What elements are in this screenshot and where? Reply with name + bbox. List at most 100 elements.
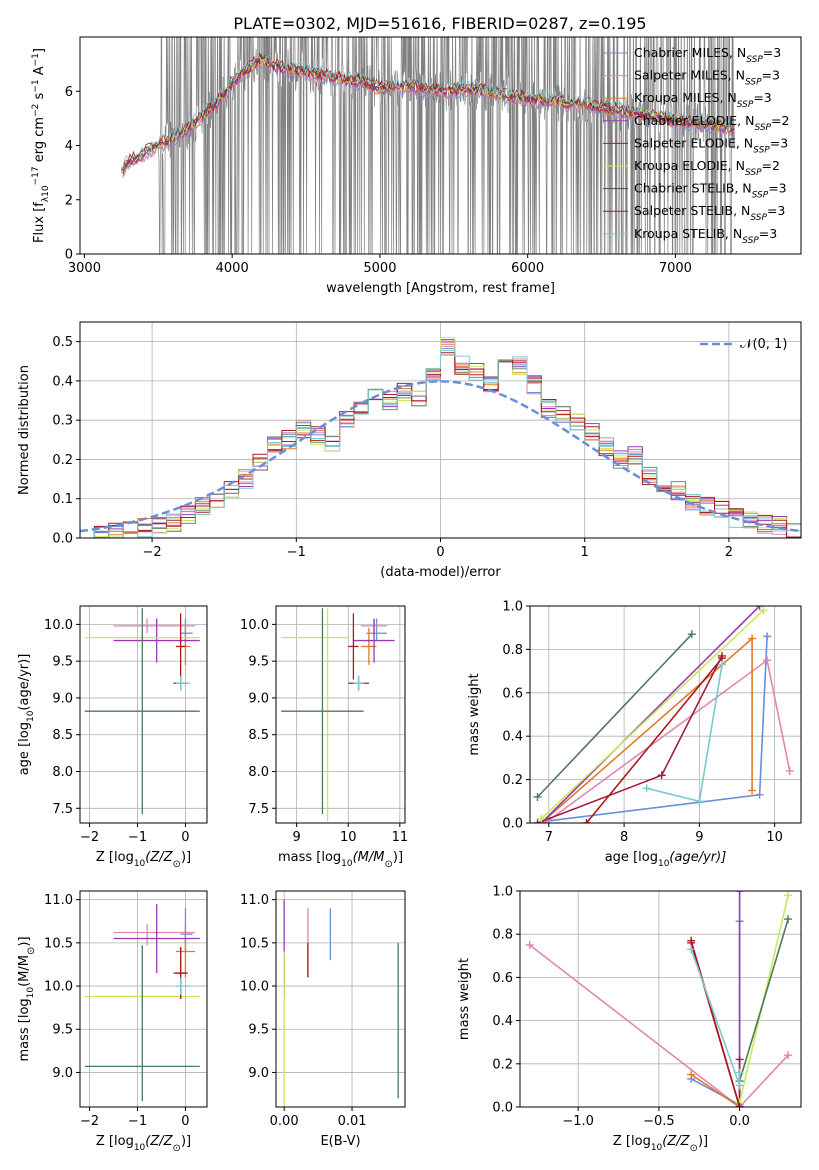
weight-marker [784, 891, 793, 900]
weight-marker [695, 797, 704, 806]
y-axis-label: mass weight [457, 958, 472, 1040]
y-tick-label: 9.5 [52, 1023, 73, 1038]
x-axis-label-part: ⊙ [385, 859, 393, 870]
y-tick-label: 0.4 [502, 730, 523, 745]
legend: 𝒩(0, 1) [700, 337, 787, 352]
y-tick-label: 8.5 [248, 728, 269, 743]
x-ticks: −1.0 −0.5 0.0 [562, 1107, 750, 1129]
x-tick-label: 7 [545, 830, 553, 845]
x-axis-label: (data-model)/error [380, 565, 501, 580]
x-tick-label: 0.01 [338, 1114, 367, 1129]
x-axis-label: age [log10(age/yr)] [605, 850, 727, 869]
y-tick-label: 10.5 [240, 936, 269, 951]
y-tick-label: 9.5 [52, 655, 73, 670]
x-axis-label-part: age [log [605, 850, 658, 865]
y-tick-label: 0.0 [52, 532, 73, 547]
x-axis-label-part: (Z/Z [145, 850, 173, 865]
weight-marker [784, 915, 793, 924]
x-ticks: 7 8 9 10 [545, 823, 783, 845]
legend-label-sub: SSP [745, 78, 762, 88]
legend-label-sub: SSP [746, 55, 763, 65]
y-tick-label: 10.0 [240, 618, 269, 633]
legend-label: Salpeter STELIB, NSSP=3 [634, 203, 785, 223]
errorbar-point [84, 945, 200, 1101]
panel-age_vs_Z: −2 −1 07.58.08.59.09.510.0Z [log10(Z/Z⊙)]a… [17, 605, 208, 870]
y-tick-label: 0.0 [502, 817, 523, 832]
model-line [122, 58, 735, 177]
y-axis-label-part: −1 [31, 79, 41, 92]
x-tick-label: 0.0 [729, 1114, 750, 1129]
errorbar-point [175, 925, 196, 978]
y-tick-label: 9.0 [52, 1066, 73, 1081]
y-axis-label-part: erg cm [32, 117, 47, 166]
legend-label: Kroupa ELODIE, NSSP=2 [634, 158, 780, 178]
legend-label-tail: =2 [771, 113, 789, 128]
weight-marker [735, 1068, 744, 1077]
errorbar-point [353, 675, 364, 691]
weight-marker [525, 941, 534, 949]
weight-marker [748, 786, 757, 795]
model-line [122, 54, 735, 169]
y-axis-label: age [log10(age/yr)] [17, 654, 36, 776]
y-ticks: 7.5 8.0 8.5 9.0 9.5 10.0 [44, 618, 80, 817]
y-axis-label-part: mass [log [17, 998, 32, 1061]
errorbar-point [113, 618, 200, 663]
y-axis-label-part: age [log [17, 722, 32, 775]
y-tick-label: 7.5 [52, 802, 73, 817]
y-tick-label: 9.0 [52, 691, 73, 706]
errorbar-point [175, 977, 191, 995]
legend-label-tail: =3 [767, 203, 785, 218]
x-axis-label-part: 10 [341, 859, 353, 869]
y-ticks: 9.0 9.5 10.0 10.5 11.0 [44, 893, 80, 1081]
panel-mass_vs_Z: −2 −1 09.09.510.010.511.0Z [log10(Z/Z⊙)]ma… [17, 890, 208, 1154]
x-tick-label: 3000 [68, 261, 101, 276]
errorbar-point [113, 903, 200, 974]
x-axis-label-part: (M/M [353, 850, 385, 865]
x-ticks: −2 −1 0 [80, 1107, 190, 1129]
x-axis-label-part: 10 [134, 1143, 146, 1153]
x-axis-label-part: )] [698, 1134, 708, 1149]
y-axis-label: Normed distribution [17, 365, 32, 495]
legend-label-sub: SSP [752, 191, 769, 201]
y-tick-label: 0.8 [502, 643, 523, 658]
plot-area [80, 337, 801, 538]
y-tick-label: 0.4 [52, 374, 73, 389]
x-tick-label: −0.5 [643, 1114, 675, 1129]
legend-label-name: Chabrier MILES, N [634, 45, 746, 60]
weight-line [738, 918, 789, 1082]
y-tick-label: 0.2 [502, 773, 523, 788]
y-tick-label: 0.2 [492, 1057, 513, 1072]
weight-marker [687, 945, 696, 954]
legend-label-name: Kroupa MILES, N [634, 90, 737, 105]
errorbar-point [84, 608, 200, 815]
histogram-step [80, 339, 801, 538]
plot-area [533, 606, 794, 823]
legend-label-name: Kroupa ELODIE, N [634, 158, 745, 173]
x-ticks: 3000 4000 5000 6000 7000 [68, 254, 692, 276]
x-tick-label: 6000 [511, 261, 544, 276]
weight-line [537, 655, 723, 823]
x-ticks: −2 −1 0 [80, 823, 190, 845]
y-axis-label-part: ] [32, 48, 47, 53]
errorbar-point [180, 618, 193, 643]
y-axis-label-part: 10 [26, 987, 36, 999]
x-axis-label-part: Z [log [96, 850, 134, 865]
weight-marker [759, 606, 768, 615]
y-axis-label: mass weight [467, 673, 482, 755]
y-tick-label: 0.6 [492, 971, 513, 986]
y-tick-label: 11.0 [240, 893, 269, 908]
x-tick-label: −2 [80, 1114, 99, 1129]
x-axis-label: Z [log10(Z/Z⊙)] [96, 850, 191, 870]
x-tick-label: −1.0 [562, 1114, 594, 1129]
y-axis-label-part: −1 [31, 53, 41, 66]
legend-label-sub: SSP [745, 168, 762, 178]
weight-marker [735, 1055, 744, 1064]
weight-line [585, 657, 723, 823]
y-tick-label: 0.0 [492, 1101, 513, 1116]
legend-label-name: Kroupa STELIB, N [634, 226, 742, 241]
x-tick-label: 8 [620, 830, 628, 845]
y-tick-label: 10.0 [44, 980, 73, 995]
weight-marker [763, 632, 772, 641]
weight-marker [735, 1081, 744, 1090]
